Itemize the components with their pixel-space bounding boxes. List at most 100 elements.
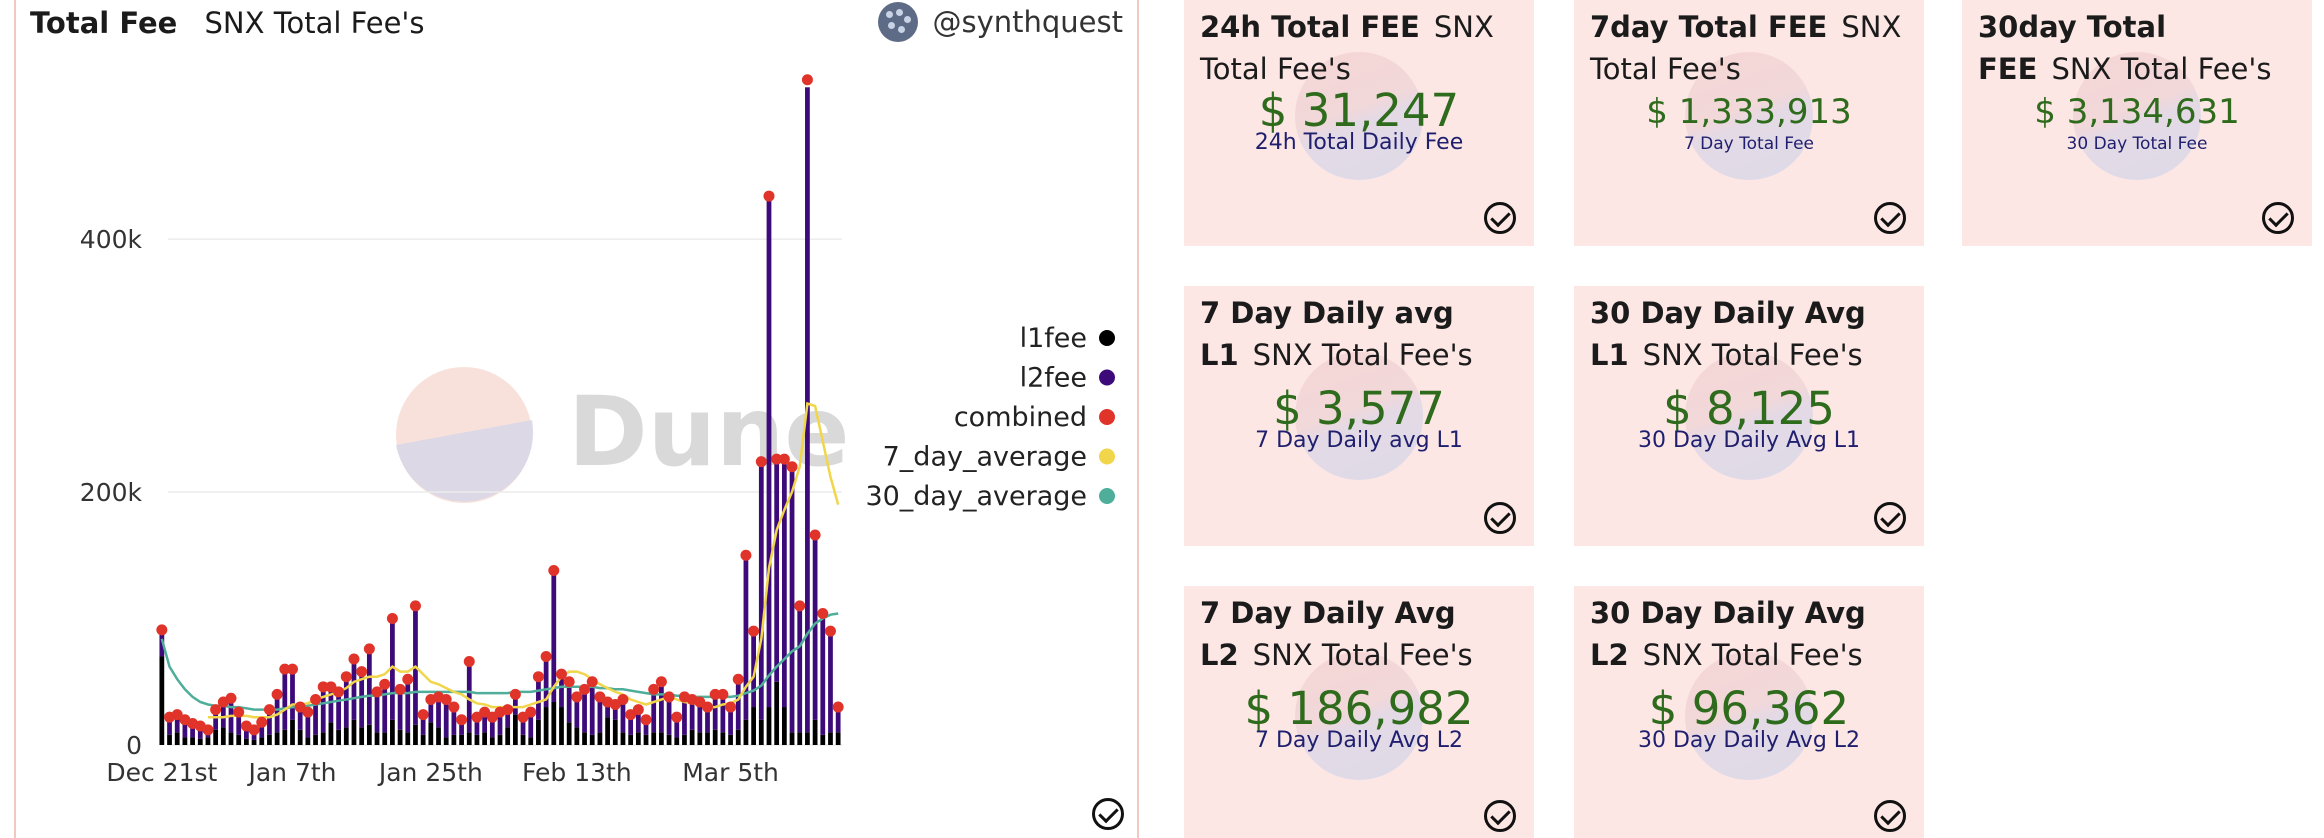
bar-l1fee <box>220 727 226 745</box>
card-subtitle: SNX Total Fee's <box>2051 52 2272 86</box>
bar-l1fee <box>743 719 749 745</box>
bar-l2fee <box>597 696 603 733</box>
card-24h-total-fee[interactable]: 24h Total FEE SNX Total Fee's $ 31,247 24… <box>1184 0 1534 246</box>
y-tick-label: 0 <box>126 731 142 760</box>
check-icon[interactable] <box>1874 502 1906 534</box>
bar-l2fee <box>351 658 357 720</box>
bar-l1fee <box>489 737 495 745</box>
bar-l2fee <box>528 712 534 738</box>
point-combined <box>271 688 283 700</box>
bar-l1fee <box>528 737 534 745</box>
bar-l2fee <box>520 717 526 735</box>
bar-l2fee <box>659 681 664 733</box>
card-30day-total-fee[interactable]: 30day Total FEE SNX Total Fee's $ 3,134,6… <box>1962 0 2312 246</box>
panel-header: Total Fee SNX Total Fee's <box>30 4 425 42</box>
bar-l2fee <box>390 618 395 720</box>
card-7day-daily-avg-l2[interactable]: 7 Day Daily Avg L2 SNX Total Fee's $ 186,… <box>1184 586 1534 838</box>
check-icon[interactable] <box>1874 800 1906 832</box>
bar-l1fee <box>628 734 634 745</box>
card-header: 7 Day Daily Avg L2 SNX Total Fee's <box>1200 592 1524 676</box>
bar-l1fee <box>443 737 449 745</box>
card-value: $ 3,577 <box>1273 382 1445 435</box>
check-icon[interactable] <box>1484 800 1516 832</box>
point-combined <box>463 656 475 668</box>
author-handle: @synthquest <box>932 5 1123 39</box>
bar-l2fee <box>512 694 518 715</box>
bar-l2fee <box>651 689 657 733</box>
card-7day-total-fee[interactable]: 7day Total FEE SNX Total Fee's $ 1,333,91… <box>1574 0 1924 246</box>
bar-l2fee <box>751 631 757 708</box>
bar-l1fee <box>474 734 480 745</box>
y-tick-label: 400k <box>80 225 143 254</box>
bar-l1fee <box>390 719 395 745</box>
point-combined <box>263 704 275 716</box>
bar-l1fee <box>735 729 741 745</box>
bar-l1fee <box>290 719 295 745</box>
card-30day-daily-avg-l1[interactable]: 30 Day Daily Avg L1 SNX Total Fee's $ 8,1… <box>1574 286 1924 546</box>
bar-l2fee <box>766 196 772 708</box>
point-combined <box>440 693 452 705</box>
bar-l2fee <box>267 709 272 735</box>
point-combined <box>310 693 322 705</box>
check-icon[interactable] <box>1484 202 1516 234</box>
bar-l1fee <box>259 737 265 745</box>
card-30day-daily-avg-l2[interactable]: 30 Day Daily Avg L2 SNX Total Fee's $ 96,… <box>1574 586 1924 838</box>
x-tick-label: Jan 7th <box>246 758 336 787</box>
bar-l2fee <box>559 674 564 708</box>
line-30-day-average <box>160 612 839 711</box>
point-combined <box>394 683 406 695</box>
check-icon[interactable] <box>2262 202 2294 234</box>
bar-l1fee <box>159 656 165 745</box>
bar-l1fee <box>543 707 549 745</box>
point-combined <box>248 724 260 736</box>
point-combined <box>824 625 836 637</box>
bar-l1fee <box>766 707 772 745</box>
point-combined <box>763 190 775 202</box>
card-7day-daily-avg-l1[interactable]: 7 Day Daily avg L1 SNX Total Fee's $ 3,57… <box>1184 286 1534 546</box>
point-combined <box>663 691 675 703</box>
point-combined <box>755 456 767 468</box>
point-combined <box>225 692 237 704</box>
bar-l1fee <box>351 719 357 745</box>
card-value: $ 96,362 <box>1648 682 1850 735</box>
check-icon[interactable] <box>1092 798 1124 830</box>
card-title: 7 Day Daily avg L1 <box>1200 296 1454 372</box>
dune-logo-icon <box>1295 352 1423 480</box>
bar-l1fee <box>812 719 818 745</box>
legend-swatch <box>1099 369 1115 386</box>
check-icon[interactable] <box>1874 202 1906 234</box>
card-subtitle: SNX Total Fee's <box>1252 338 1473 372</box>
card-value: $ 1,333,913 <box>1646 92 1852 132</box>
card-header: 30day Total FEE SNX Total Fee's <box>1978 6 2302 90</box>
bar-l1fee <box>482 732 488 745</box>
bar-l1fee <box>274 732 280 745</box>
legend-swatch <box>1099 330 1115 346</box>
bar-l2fee <box>451 707 457 735</box>
author-link[interactable]: @synthquest <box>878 2 1123 42</box>
bar-l1fee <box>835 732 841 745</box>
bar-l2fee <box>682 696 687 735</box>
bar-l2fee <box>628 714 634 735</box>
bar-l2fee <box>220 701 226 728</box>
bar-l1fee <box>267 734 272 745</box>
bar-l2fee <box>505 709 511 728</box>
point-combined <box>402 673 414 685</box>
bar-l1fee <box>305 737 311 745</box>
check-icon[interactable] <box>1484 502 1516 534</box>
point-combined <box>417 709 429 721</box>
point-combined <box>363 643 375 655</box>
bar-l2fee <box>297 707 303 730</box>
bar-l2fee <box>812 535 818 720</box>
bar-l1fee <box>413 724 418 745</box>
bar-l2fee <box>497 712 503 735</box>
legend-swatch <box>1099 448 1115 465</box>
bar-l2fee <box>420 714 426 735</box>
point-combined <box>340 671 352 683</box>
bar-l1fee <box>420 734 426 745</box>
bar-l1fee <box>297 729 303 745</box>
point-combined <box>748 625 760 637</box>
point-combined <box>794 600 806 612</box>
card-header: 7day Total FEE SNX Total Fee's <box>1590 6 1914 90</box>
bar-l1fee <box>366 724 372 745</box>
bar-l1fee <box>282 729 288 745</box>
